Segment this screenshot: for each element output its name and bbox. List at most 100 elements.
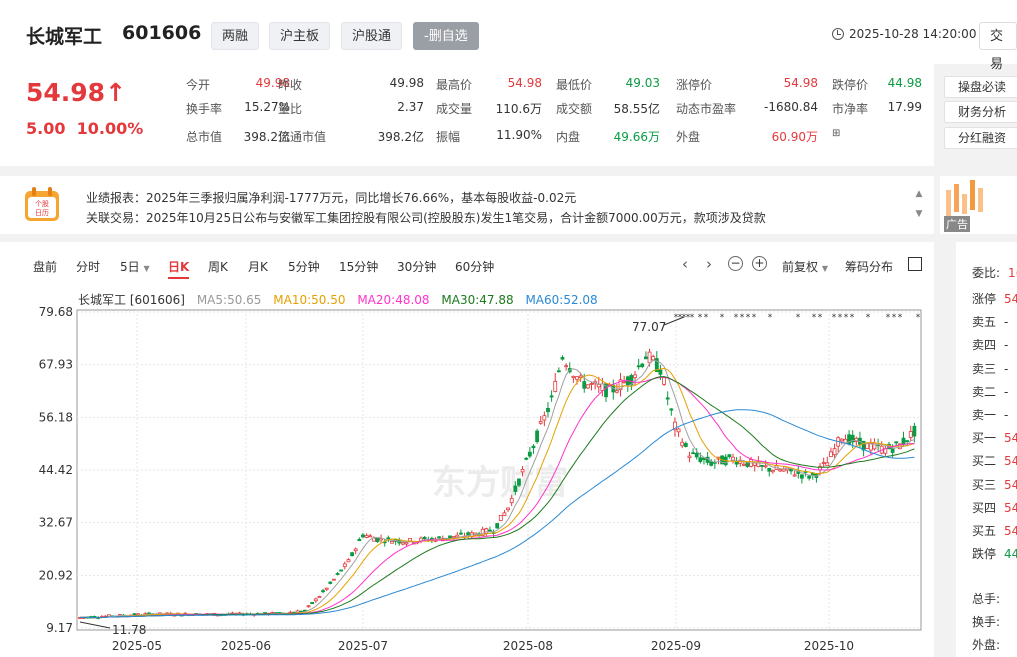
candle-body [339,569,344,572]
high-annotation: 77.07 [632,320,666,334]
tab-60min[interactable]: 60分钟 [455,260,495,274]
kline-svg[interactable]: 79.68 67.93 56.18 44.42 32.67 20.92 9.17 2025-0… [0,242,934,657]
order-book-row: 卖二 - [972,383,1008,400]
order-book-row-label: 买四 [972,500,997,515]
order-book-row-value: 54 [1004,477,1017,492]
trade-button[interactable]: 交易 [979,22,1017,72]
order-book-row: 卖四 - [972,336,1008,353]
y-tick-label: 32.67 [39,516,73,530]
fullscreen-icon[interactable] [908,257,922,271]
event-marker: * [734,313,739,323]
trading-guide-button[interactable]: 操盘必读 [944,76,1017,98]
adjust-select[interactable]: 前复权 ▼ [782,258,828,275]
quote-panel: 54.98↑ 5.00 10.00% 今开 49.98 昨收 49.98 最高价 54.9… [0,64,934,166]
order-book-row-value: - [1004,338,1009,353]
tab-30min[interactable]: 30分钟 [397,260,437,274]
candle-body [375,537,380,543]
tab-weekly-k[interactable]: 周K [208,260,228,274]
ma-stock-label: 长城军工 [601606] [78,293,185,307]
event-marker: * [844,313,849,323]
candle-body [513,485,518,492]
related-transaction-notice[interactable]: 关联交易：2025年10月25日公布与安徽军工集团控股有限公司(控股股东)发生1… [86,211,766,225]
candle-body [535,430,539,443]
candle-body [437,536,442,539]
event-marker: * [812,313,817,323]
ma60-value: MA60:52.08 [525,293,598,307]
expand-icon[interactable]: ⊞ [832,128,841,139]
order-book-row-label: 卖三 [972,361,997,376]
quote-value: 110.6万 [495,102,542,116]
candle-body [560,357,565,360]
quote-label: 成交量 [436,102,473,116]
candle-body [821,462,826,464]
stock-calendar-icon[interactable]: 个股 日历 [22,183,64,225]
order-book-row-value: 54 [1004,524,1017,538]
earnings-notice[interactable]: 业绩报表：2025年三季报归属净利润-1777万元，同比增长76.66%，基本每… [86,191,577,205]
order-book-row-value: - [1004,361,1009,376]
quote-value: 11.90% [496,128,542,142]
quote-value: -1680.84 [764,100,818,114]
tab-5day[interactable]: 5日 ▼ [120,258,150,275]
tag-main-board[interactable]: 沪主板 [269,22,331,50]
candle-body [538,421,543,424]
candle-body [564,365,569,368]
candle-body [313,598,318,602]
order-book-row: 跌停 44 [972,545,1017,562]
tab-5min[interactable]: 5分钟 [288,260,320,274]
candle-body [854,437,859,443]
chip-distribution-button[interactable]: 筹码分布 [845,260,894,274]
ad-label: 广告 [944,216,970,232]
dividend-financing-button[interactable]: 分红融资 [944,127,1017,149]
candle-body [698,457,703,463]
chevron-right-icon[interactable]: › [706,255,712,273]
candle-body [585,384,590,389]
candle-body [324,587,329,590]
financial-analysis-button[interactable]: 财务分析 [944,101,1017,123]
quote-label: 最低价 [556,78,593,92]
order-book-row: 卖三 - [972,360,1008,377]
event-marker: * [682,313,687,323]
order-book-row-label: 涨停 [972,292,997,306]
tab-daily-k[interactable]: 日K [168,258,190,279]
candle-body [807,475,812,479]
event-marker: * [850,313,855,323]
quote-label: 今开 [186,78,211,92]
candle-body [752,462,757,466]
tag-stock-connect[interactable]: 沪股通 [341,22,403,50]
candle-body [332,578,336,581]
event-marker: * [866,313,871,323]
zoom-in-icon[interactable]: + [752,256,767,271]
candle-body [542,415,547,421]
candle-body [455,534,460,538]
y-tick-label: 44.42 [39,463,73,477]
candle-body [400,542,405,545]
chevron-down-icon[interactable]: ▼ [915,209,923,219]
y-tick-label: 79.68 [39,305,73,319]
candle-body [531,445,536,449]
candle-body [760,464,764,467]
remove-watchlist-button[interactable]: -删自选 [413,22,479,50]
order-book-row-value: - [1004,384,1009,399]
tab-15min[interactable]: 15分钟 [339,260,379,274]
event-marker: * [674,313,679,323]
chevron-left-icon[interactable]: ‹ [682,255,688,273]
event-marker: * [886,313,891,323]
y-tick-label: 67.93 [39,358,73,372]
tab-premarket[interactable]: 盘前 [33,260,58,274]
candle-body [800,474,804,479]
quote-value: 44.98 [887,76,922,90]
order-book-row: 买一 54 [972,429,1017,446]
zoom-out-icon[interactable]: − [728,256,743,271]
quote-value: 54.98 [507,76,542,90]
tag-margin-trading[interactable]: 两融 [211,22,260,50]
tab-monthly-k[interactable]: 月K [248,260,268,274]
tab-intraday[interactable]: 分时 [76,260,101,274]
y-tick-label: 9.17 [46,621,73,635]
quote-label: 振幅 [436,130,461,144]
quote-value: 17.99 [887,100,922,114]
candle-body [912,425,917,437]
candle-body [673,421,677,431]
ad-banner[interactable]: 广告 [940,176,1017,234]
watermark: 东方财富 [432,463,568,503]
chevron-up-icon[interactable]: ▲ [915,189,923,199]
